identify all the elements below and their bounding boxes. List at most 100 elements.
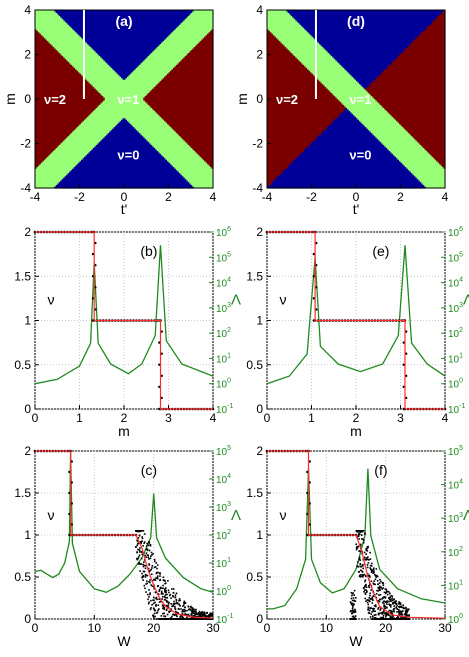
phase-cell — [356, 81, 359, 119]
phase-cell — [150, 53, 153, 91]
phase-cell — [379, 10, 382, 76]
phase-cell — [164, 39, 167, 78]
phase-cell — [208, 32, 211, 167]
phase-cell — [419, 10, 422, 35]
phase-cell — [138, 64, 141, 134]
y-tick-label: 1.5 — [246, 486, 263, 500]
scatter-point — [153, 608, 155, 610]
scatter-point — [184, 602, 186, 605]
phase-cell — [305, 67, 308, 149]
scatter-point — [370, 569, 373, 571]
scatter-point — [165, 604, 168, 607]
phase-cell — [156, 113, 159, 152]
scatter-point — [361, 534, 363, 536]
phase-cell — [57, 183, 60, 189]
phase-cell — [153, 147, 156, 189]
right-tick-label: 105 — [216, 251, 231, 264]
phase-cell — [310, 10, 313, 36]
scatter-point — [192, 608, 194, 611]
phase-cell — [442, 11, 445, 168]
phase-cell — [419, 33, 422, 146]
phase-cell — [165, 10, 168, 39]
scatter-point — [354, 611, 357, 613]
phase-cell — [150, 90, 153, 109]
phase-cell — [379, 75, 382, 106]
scatter-point — [358, 550, 360, 552]
scatter-point — [139, 540, 142, 543]
phase-cell — [272, 35, 276, 182]
scatter-point — [167, 618, 170, 620]
phase-cell — [409, 171, 412, 189]
scatter-point — [137, 537, 140, 539]
scatter-point — [352, 618, 355, 620]
phase-cell — [187, 53, 190, 146]
phase-cell — [42, 10, 45, 38]
phase-cell — [357, 10, 360, 84]
phase-cell — [415, 140, 418, 179]
phase-cell — [78, 125, 81, 164]
scatter-point — [166, 605, 169, 608]
scatter-point — [377, 599, 380, 602]
phase-cell — [52, 150, 55, 189]
scatter-point — [149, 592, 151, 594]
nu-point — [312, 275, 316, 278]
scatter-point — [402, 606, 405, 609]
phase-cell — [292, 161, 295, 189]
phase-cell — [70, 133, 73, 171]
lambda-axis-label: Λ — [231, 507, 241, 524]
phase-cell — [165, 38, 168, 76]
phase-cell — [403, 10, 406, 51]
scatter-point — [372, 610, 375, 613]
scatter-point — [195, 611, 197, 614]
phase-cell — [110, 10, 113, 69]
scatter-point — [144, 567, 147, 570]
phase-cell — [277, 176, 280, 189]
phase-cell — [286, 10, 289, 13]
phase-cell — [92, 110, 95, 149]
phase-cell — [125, 78, 128, 121]
phase-cell — [378, 75, 381, 105]
phase-cell — [295, 10, 298, 21]
phase-cell — [115, 125, 118, 189]
scatter-point — [171, 615, 173, 618]
phase-cell — [394, 10, 397, 60]
scatter-point — [365, 586, 368, 589]
nu-point — [308, 502, 311, 505]
phase-cell — [67, 10, 70, 26]
phase-cell — [70, 27, 73, 66]
scatter-point — [172, 603, 175, 605]
scatter-point — [148, 542, 151, 544]
phase-cell — [187, 15, 190, 54]
scatter-point — [379, 578, 381, 581]
phase-cell — [180, 137, 183, 176]
phase-cell — [315, 41, 319, 79]
nu-point — [70, 523, 74, 526]
phase-cell — [363, 125, 366, 189]
scatter-point — [394, 600, 396, 603]
scatter-point — [144, 587, 146, 590]
scatter-point — [364, 558, 366, 561]
scatter-point — [349, 601, 352, 603]
y-tick-label: -4 — [20, 181, 31, 195]
scatter-point — [369, 616, 372, 618]
phase-cell — [318, 81, 321, 136]
phase-cell — [202, 10, 205, 39]
x-tick-label: -2 — [306, 190, 317, 204]
scatter-point — [201, 618, 203, 620]
phase-cell — [91, 85, 94, 113]
phase-cell — [48, 10, 51, 44]
phase-cell — [186, 180, 189, 189]
phase-cell — [143, 10, 146, 62]
scatter-point — [354, 610, 357, 612]
phase-cell — [144, 96, 147, 103]
scatter-point — [382, 600, 385, 603]
phase-cell — [410, 10, 413, 44]
scatter-point — [383, 602, 385, 605]
scatter-point — [377, 618, 379, 620]
scatter-point — [152, 599, 154, 601]
scatter-point — [381, 597, 384, 600]
phase-cell — [382, 10, 385, 72]
phase-cell — [98, 142, 101, 189]
scatter-point — [174, 608, 177, 611]
scatter-point — [190, 618, 193, 620]
